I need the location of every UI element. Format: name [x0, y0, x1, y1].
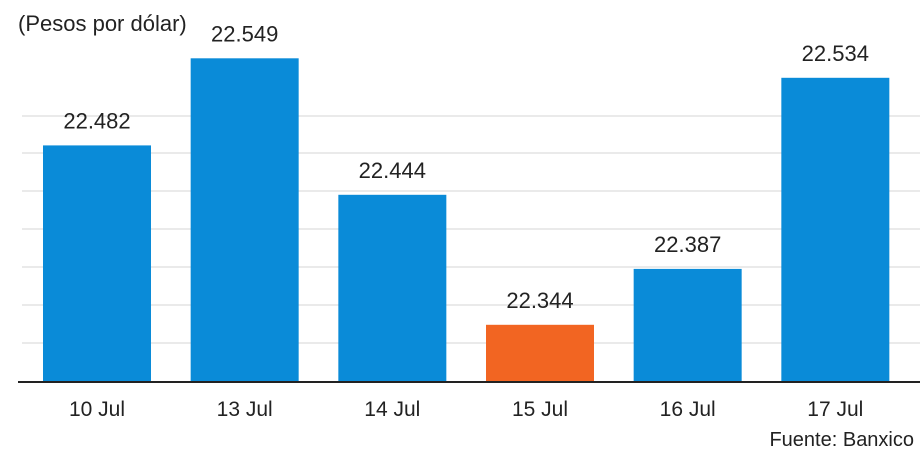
x-tick-label: 16 Jul — [660, 398, 716, 421]
bar-value-labels: 22.482 22.549 22.444 22.344 22.387 22.534 — [63, 21, 869, 313]
bar — [633, 268, 742, 382]
bar-value-label: 22.549 — [211, 21, 278, 46]
x-tick-label: 14 Jul — [364, 398, 420, 421]
bar — [190, 58, 299, 383]
x-tick-label: 15 Jul — [512, 398, 568, 421]
x-tick-label: 13 Jul — [217, 398, 273, 421]
bar-value-label: 22.534 — [802, 41, 869, 66]
bar-value-label: 22.344 — [506, 288, 573, 313]
source-note: Fuente: Banxico — [769, 429, 914, 451]
x-axis-tick-labels: 10 Jul 13 Jul 14 Jul 15 Jul 16 Jul 17 Jul — [69, 398, 863, 421]
x-tick-label: 10 Jul — [69, 398, 125, 421]
bar-value-label: 22.482 — [63, 108, 130, 133]
bar-value-label: 22.444 — [359, 158, 426, 183]
bar — [781, 77, 890, 383]
bars — [43, 58, 890, 383]
bar — [43, 145, 151, 382]
gridlines — [22, 115, 920, 344]
bar — [486, 324, 594, 382]
chart-subtitle: (Pesos por dólar) — [18, 11, 187, 36]
bar — [338, 194, 447, 382]
bar-value-label: 22.387 — [654, 232, 721, 257]
x-tick-label: 17 Jul — [807, 398, 863, 421]
